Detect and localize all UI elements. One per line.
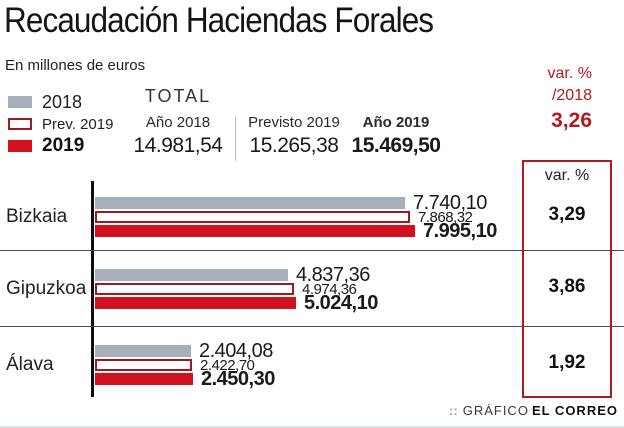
legend-swatch-prev-2019 (8, 118, 32, 130)
total-col-previsto-2019: Previsto 2019 15.265,38 (242, 114, 346, 158)
row-separator (0, 326, 624, 327)
bar-value-label: 4.837,36 (296, 264, 370, 286)
row-separator (0, 250, 624, 251)
legend-item-prev-2019: Prev. 2019 (8, 115, 114, 133)
bar-2018 (95, 197, 405, 209)
credit-label: GRÁFICO (462, 403, 529, 418)
var-pct-box (522, 160, 612, 398)
var-pct-value: 3,29 (548, 204, 586, 225)
total-col-value: 14.981,54 (133, 134, 223, 157)
credit-dots-icon: :: (449, 403, 458, 418)
legend-label-2018: 2018 (42, 91, 83, 112)
category-label: Bizkaia (6, 206, 68, 227)
bar-2018 (95, 269, 288, 281)
total-col-label: Previsto 2019 (248, 114, 340, 131)
legend-item-2019: 2019 (8, 135, 85, 156)
total-col-value: 15.469,50 (351, 134, 441, 157)
bar-value-label: 7.868,32 (418, 209, 473, 226)
bar-2019 (95, 225, 415, 237)
bar-prev-2019 (95, 359, 192, 371)
legend-item-2018: 2018 (8, 91, 83, 112)
legend-swatch-2018 (8, 96, 32, 108)
totals-heading: TOTAL (144, 86, 212, 106)
totals-divider (235, 117, 236, 161)
bar-value-label: 7.740,10 (413, 192, 487, 214)
bar-value-label: 4.974,36 (302, 281, 357, 298)
bar-value-label: 2.404,08 (199, 340, 273, 362)
subtitle: En millones de euros (5, 57, 146, 74)
bar-value-label: 2.450,30 (201, 368, 275, 390)
total-col-value: 15.265,38 (249, 134, 339, 157)
var-pct-box-header: var. % (544, 167, 590, 184)
category-label: Álava (6, 354, 54, 375)
bar-prev-2019 (95, 283, 294, 295)
var-total-block: var. % /2018 3,26 (548, 63, 592, 132)
var-total-label-line2: /2018 (551, 87, 592, 104)
bar-value-label: 2.422,70 (200, 357, 255, 374)
baseline-axis (91, 181, 94, 397)
var-total-value: 3,26 (551, 109, 592, 132)
total-col-label: Año 2018 (145, 114, 211, 131)
total-col-ano-2019: Año 2019 15.469,50 (344, 114, 448, 158)
legend-swatch-2019 (8, 140, 32, 152)
bar-value-label: 7.995,10 (423, 220, 497, 242)
var-total-label-line1: var. % (547, 65, 592, 82)
var-pct-value: 1,92 (548, 352, 586, 373)
legend-label-2019: 2019 (42, 135, 85, 156)
bar-value-label: 5.024,10 (304, 292, 378, 314)
category-label: Gipuzkoa (6, 278, 87, 299)
total-col-label: Año 2019 (362, 114, 430, 131)
bottom-edge (0, 426, 624, 428)
total-col-ano-2018: Año 2018 14.981,54 (126, 114, 230, 158)
page-title: Recaudación Haciendas Forales (4, 1, 434, 40)
bar-2019 (95, 297, 296, 309)
bar-2018 (95, 345, 191, 357)
legend-label-prev-2019: Prev. 2019 (42, 115, 114, 133)
var-pct-value: 3,86 (548, 276, 586, 297)
bar-prev-2019 (95, 211, 410, 223)
credit: :: GRÁFICO EL CORREO (449, 403, 618, 418)
bar-2019 (95, 373, 193, 385)
credit-brand: EL CORREO (531, 403, 618, 418)
